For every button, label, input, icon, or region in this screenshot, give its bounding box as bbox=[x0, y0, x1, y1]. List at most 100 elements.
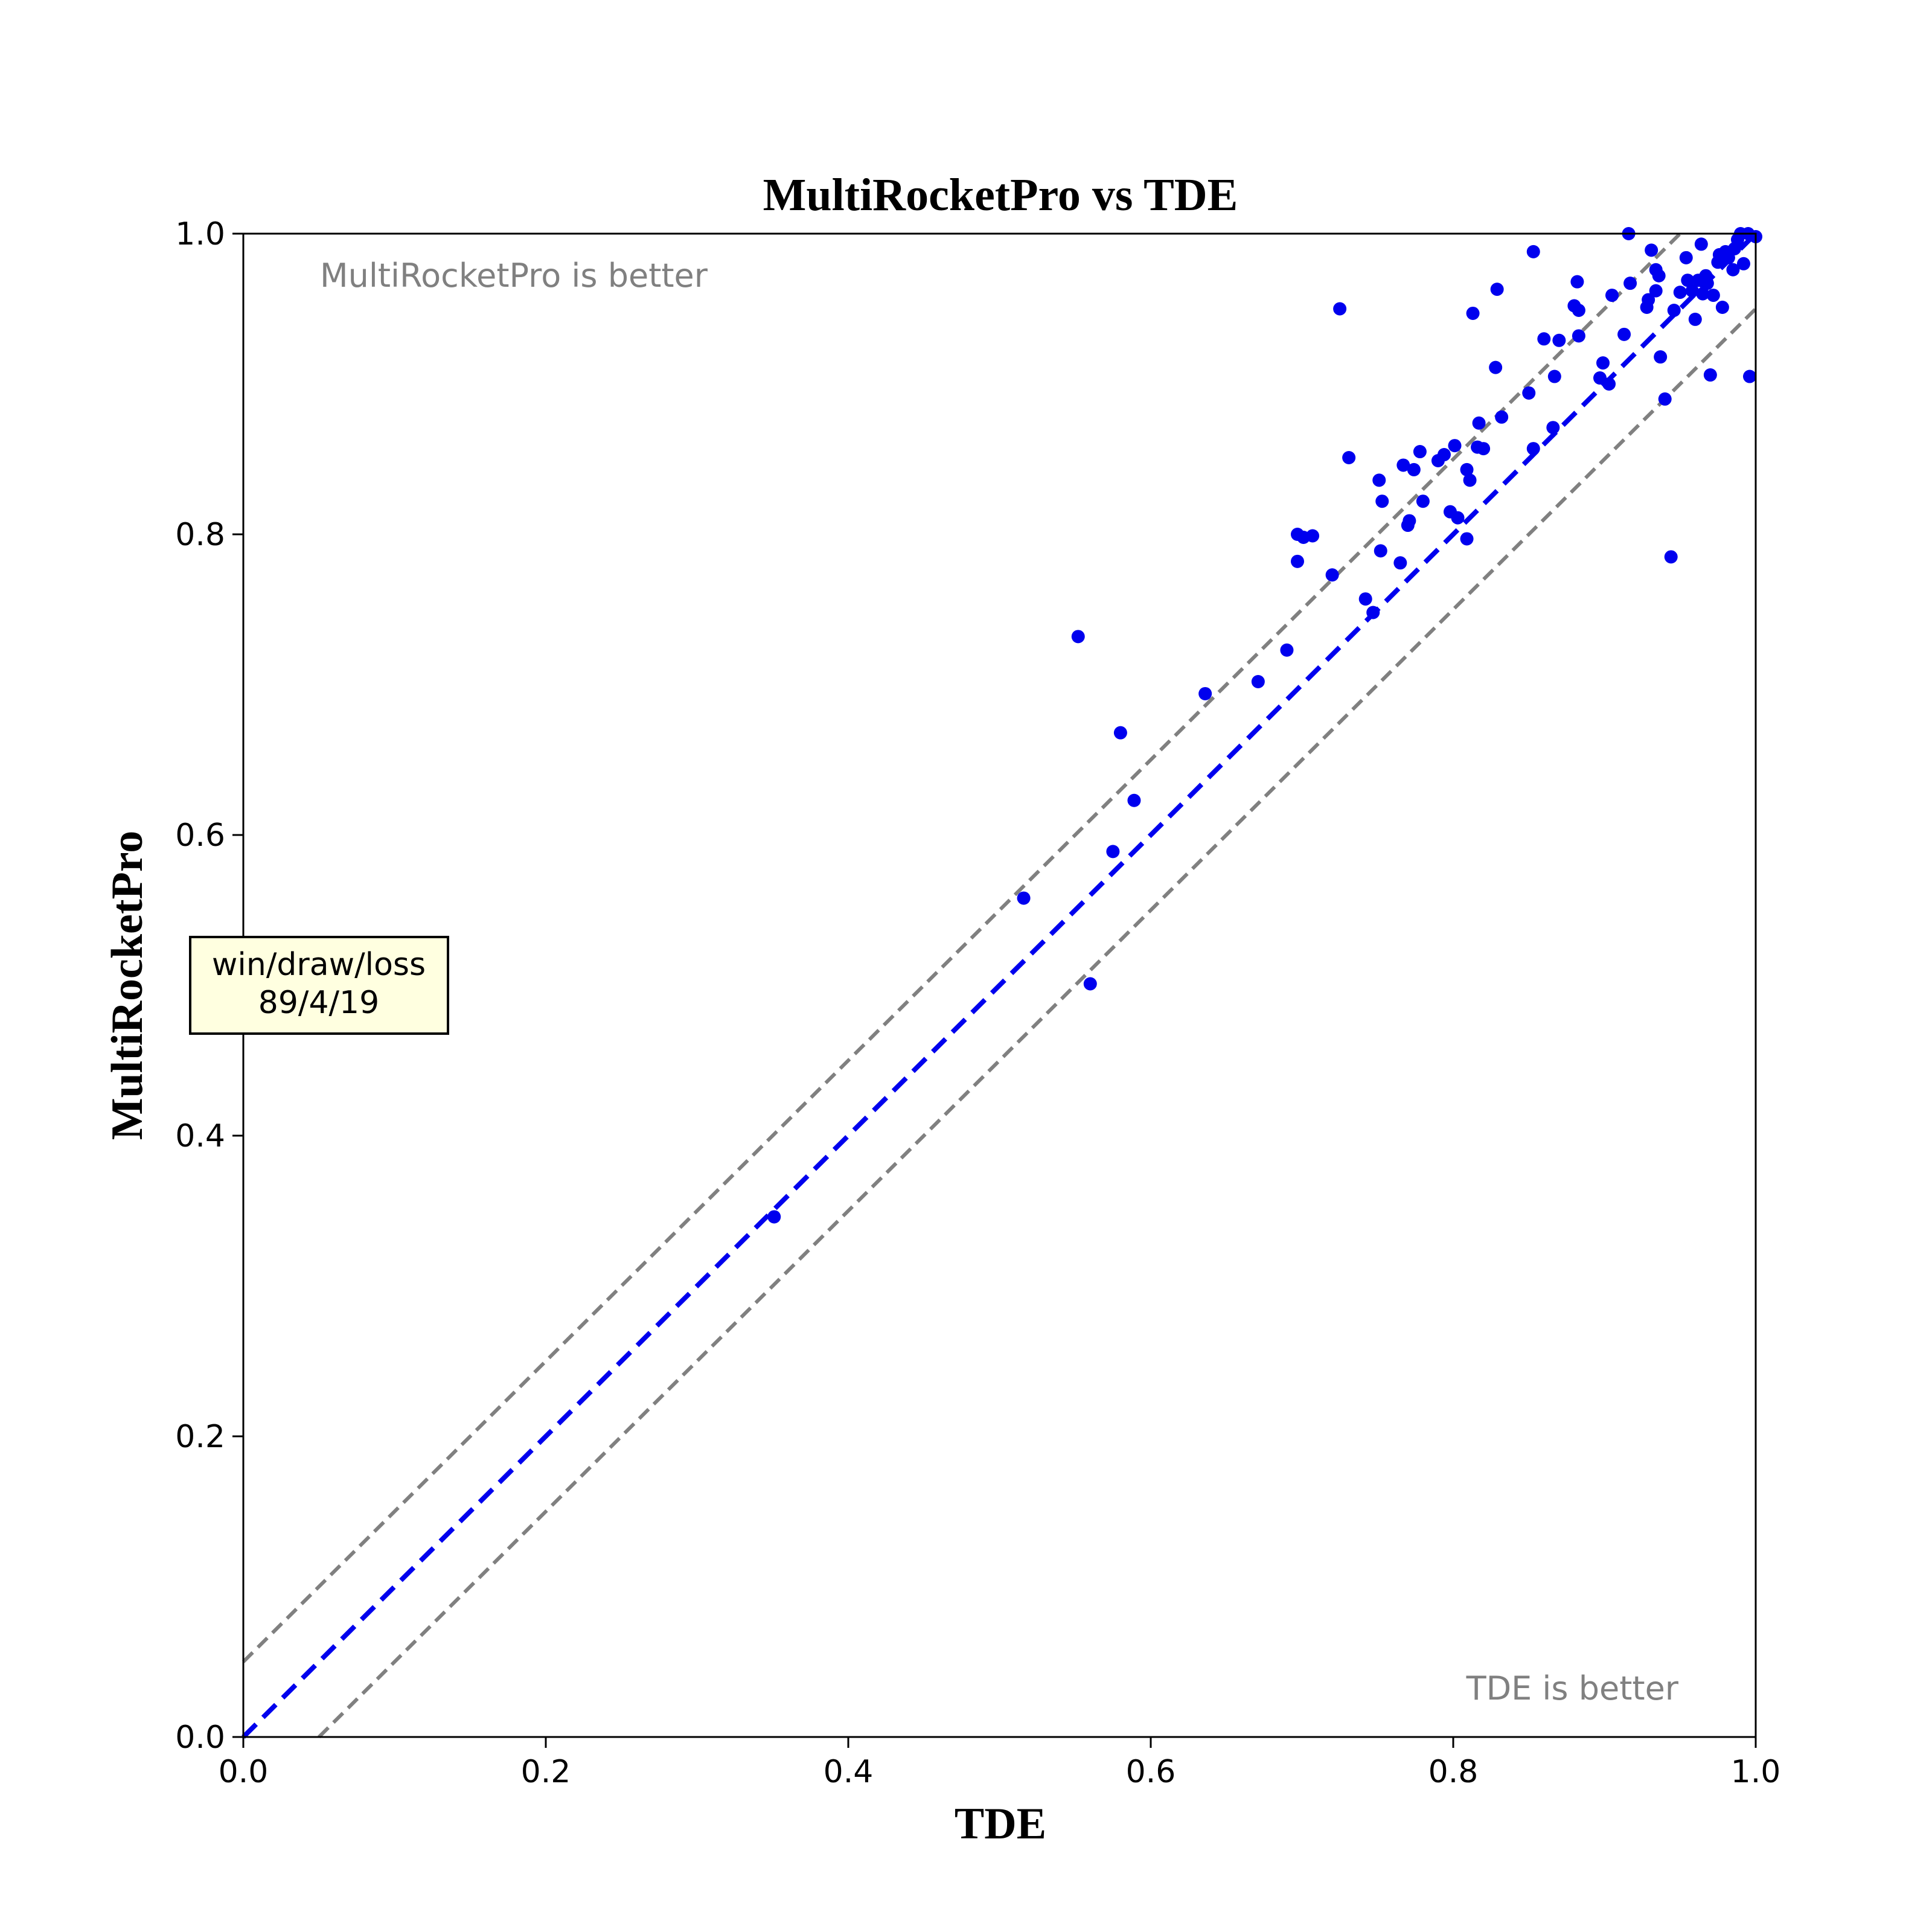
y-tick-label: 0.8 bbox=[175, 517, 225, 553]
data-point bbox=[1477, 442, 1491, 456]
data-point bbox=[1658, 392, 1672, 406]
data-point bbox=[1623, 277, 1637, 290]
data-point bbox=[1416, 494, 1430, 508]
data-point bbox=[1490, 283, 1504, 296]
data-point bbox=[1403, 514, 1416, 528]
data-point bbox=[1393, 556, 1407, 570]
data-point bbox=[1463, 473, 1477, 487]
data-point bbox=[1375, 494, 1389, 508]
data-point bbox=[1280, 643, 1294, 657]
data-point bbox=[1460, 462, 1474, 476]
data-point bbox=[1526, 245, 1540, 258]
data-point bbox=[1642, 293, 1655, 307]
win-draw-loss-value: 89/4/19 bbox=[258, 985, 379, 1021]
data-point bbox=[1688, 312, 1702, 326]
data-point bbox=[1366, 606, 1380, 619]
x-tick-label: 0.4 bbox=[824, 1754, 874, 1790]
data-point bbox=[1667, 303, 1681, 317]
x-tick-label: 1.0 bbox=[1731, 1754, 1781, 1790]
data-point bbox=[1652, 269, 1666, 283]
data-point bbox=[1572, 329, 1585, 343]
data-point bbox=[1679, 251, 1693, 264]
reference-line-identity bbox=[242, 232, 1758, 1739]
data-point bbox=[1466, 306, 1480, 320]
plot-area bbox=[242, 227, 1762, 1739]
data-point bbox=[1685, 284, 1699, 298]
data-point bbox=[1374, 544, 1387, 558]
data-point bbox=[1342, 451, 1356, 465]
reference-lines bbox=[242, 232, 1758, 1739]
chart-title: MultiRocketPro vs TDE bbox=[763, 170, 1238, 220]
data-point bbox=[1448, 439, 1462, 453]
win-draw-loss-box-frame bbox=[189, 936, 449, 1035]
data-point bbox=[1106, 845, 1120, 859]
data-point bbox=[1546, 421, 1560, 435]
upper-left-annotation: MultiRocketPro is better bbox=[320, 257, 708, 295]
lower-right-annotation: TDE is better bbox=[1466, 1669, 1679, 1707]
data-point bbox=[1654, 350, 1668, 364]
data-point bbox=[1451, 511, 1465, 525]
data-point bbox=[1570, 275, 1584, 289]
data-point bbox=[1706, 289, 1720, 302]
data-point bbox=[1596, 356, 1610, 370]
data-point bbox=[1703, 368, 1717, 382]
y-axis-ticks: 0.0 0.2 0.4 0.6 0.8 1.0 bbox=[175, 216, 243, 1756]
data-point bbox=[1694, 237, 1708, 251]
data-point bbox=[1617, 327, 1631, 341]
reference-line-lower-band bbox=[318, 307, 1758, 1739]
data-point bbox=[1526, 442, 1540, 456]
x-tick-label: 0.0 bbox=[219, 1754, 269, 1790]
y-tick-label: 0.4 bbox=[175, 1118, 225, 1154]
data-point bbox=[1605, 289, 1619, 302]
data-point bbox=[1673, 286, 1687, 299]
x-tick-label: 0.6 bbox=[1126, 1754, 1176, 1790]
data-point bbox=[1736, 257, 1750, 270]
data-point bbox=[1649, 284, 1663, 298]
y-axis-label: MultiRocketPro bbox=[103, 831, 152, 1140]
data-point bbox=[1325, 568, 1339, 582]
data-point bbox=[1358, 592, 1372, 606]
data-point bbox=[1495, 410, 1509, 424]
data-point bbox=[1083, 977, 1097, 991]
data-point bbox=[1489, 360, 1503, 374]
data-point bbox=[1552, 333, 1566, 347]
win-draw-loss-title: win/draw/loss bbox=[212, 947, 426, 983]
data-point bbox=[1522, 386, 1536, 400]
data-point bbox=[1726, 263, 1740, 277]
reference-line-upper-band bbox=[242, 232, 1681, 1663]
data-point bbox=[1700, 277, 1714, 290]
data-point bbox=[1290, 554, 1304, 568]
data-point bbox=[1472, 416, 1486, 430]
data-point bbox=[1742, 369, 1756, 383]
data-point bbox=[1537, 332, 1551, 346]
data-point bbox=[1572, 303, 1585, 317]
data-point bbox=[1407, 462, 1421, 476]
data-point bbox=[1437, 448, 1451, 462]
x-tick-label: 0.8 bbox=[1428, 1754, 1479, 1790]
data-point bbox=[767, 1210, 781, 1224]
x-tick-label: 0.2 bbox=[521, 1754, 571, 1790]
y-tick-label: 0.0 bbox=[175, 1719, 225, 1756]
y-tick-label: 0.6 bbox=[175, 817, 225, 854]
data-point bbox=[1696, 287, 1710, 301]
x-axis-ticks: 0.0 0.2 0.4 0.6 0.8 1.0 bbox=[219, 1737, 1781, 1790]
data-points bbox=[767, 227, 1762, 1224]
data-point bbox=[1645, 243, 1659, 257]
data-point bbox=[1372, 473, 1386, 487]
data-point bbox=[1664, 550, 1678, 564]
data-point bbox=[1017, 891, 1031, 905]
win-draw-loss-box: win/draw/loss 89/4/19 bbox=[189, 936, 449, 1035]
data-point bbox=[1715, 301, 1729, 315]
x-axis-label: TDE bbox=[955, 1799, 1046, 1849]
data-point bbox=[1251, 675, 1265, 689]
data-point bbox=[1071, 630, 1085, 644]
data-point bbox=[1333, 302, 1347, 316]
data-point bbox=[1306, 529, 1320, 543]
data-point bbox=[1681, 273, 1695, 287]
data-point bbox=[1396, 458, 1410, 472]
data-point bbox=[1113, 726, 1127, 740]
data-point bbox=[1460, 532, 1474, 546]
data-point bbox=[1127, 793, 1141, 807]
data-point bbox=[1602, 377, 1616, 391]
